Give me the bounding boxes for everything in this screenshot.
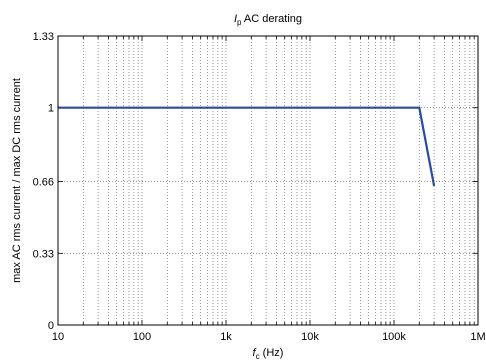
x-tick-label: 100k xyxy=(382,331,406,343)
y-tick-label: 1.33 xyxy=(33,31,54,43)
plot-frame xyxy=(57,35,479,326)
y-tick-label: 1 xyxy=(48,103,54,115)
series-lines xyxy=(58,106,436,187)
y-tick-label: 0.66 xyxy=(33,177,54,189)
title-symbol: I xyxy=(234,13,237,25)
x-tick-labels: 10 100 1k 10k 100k 1M xyxy=(52,331,486,343)
series-line xyxy=(58,106,436,187)
title-rest: AC derating xyxy=(241,13,302,25)
xlabel-symbol: f xyxy=(253,347,257,359)
y-tick-label: 0 xyxy=(48,320,54,332)
x-tick-label: 100 xyxy=(133,331,151,343)
y-tick-labels: 0 0.33 0.66 1 1.33 xyxy=(33,31,54,332)
x-tick-label: 10k xyxy=(301,331,319,343)
xlabel-rest: (Hz) xyxy=(260,347,284,359)
y-tick-label: 0.33 xyxy=(33,248,54,260)
y-axis-label: max AC rms current / max DC rms current xyxy=(11,78,23,283)
x-tick-label: 10 xyxy=(52,331,64,343)
title-subscript: p xyxy=(237,18,242,27)
x-tick-label: 1M xyxy=(470,331,485,343)
x-axis-label: fc (Hz) xyxy=(253,347,284,361)
x-tick-label: 1k xyxy=(220,331,232,343)
axis-ticks xyxy=(57,35,478,326)
xlabel-subscript: c xyxy=(256,352,260,361)
grid-lines xyxy=(57,35,478,326)
chart-title: Ip AC derating xyxy=(234,13,302,27)
